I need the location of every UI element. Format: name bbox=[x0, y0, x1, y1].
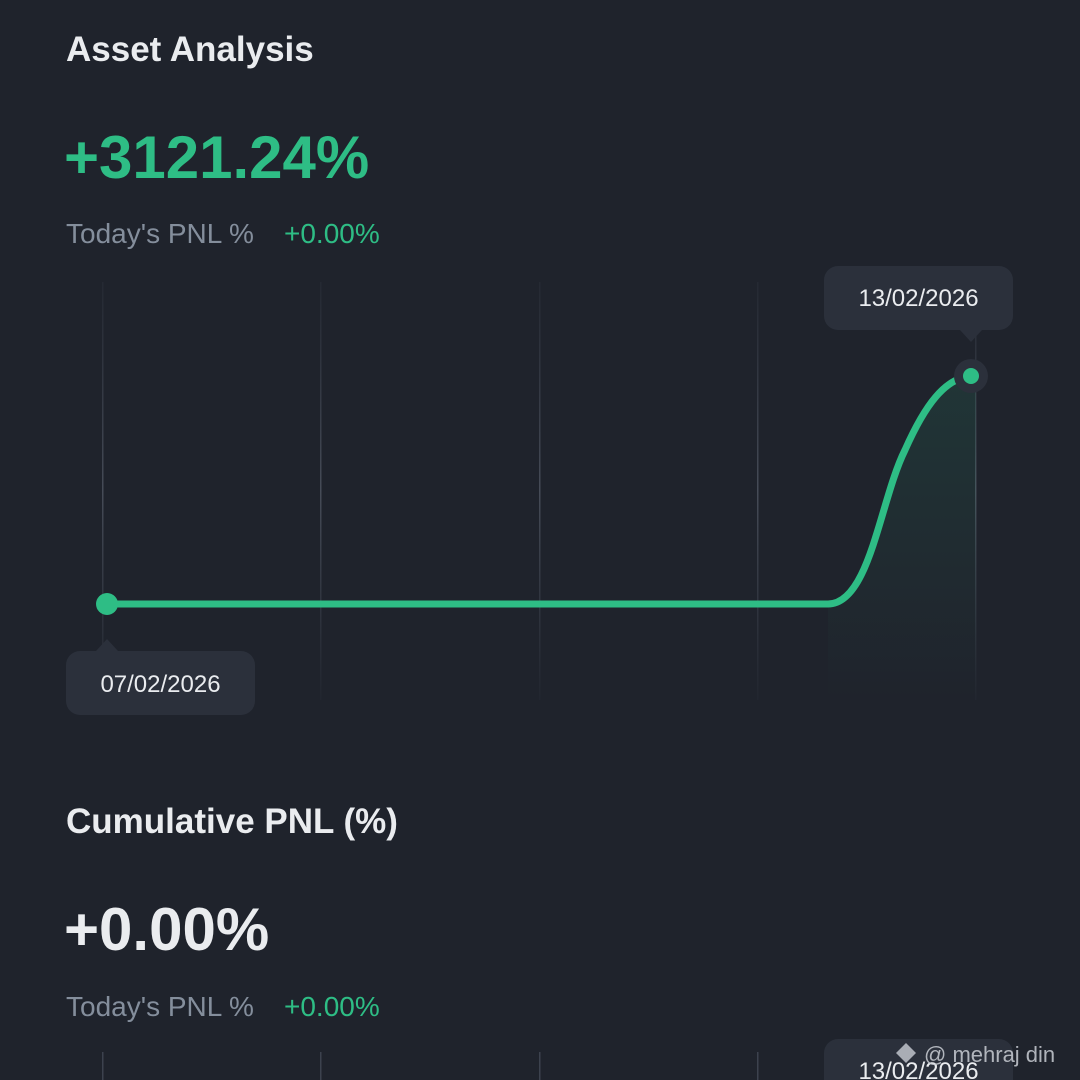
end-date: 13/02/2026 bbox=[858, 285, 978, 312]
watermark-text: @ mehraj din bbox=[924, 1042, 1055, 1067]
end-tooltip: 13/02/2026 bbox=[824, 1039, 1013, 1080]
end-point bbox=[963, 368, 979, 384]
section-title: Cumulative PNL (%) bbox=[66, 802, 398, 841]
chart-area bbox=[828, 376, 976, 700]
today-label: Today's PNL % bbox=[66, 991, 254, 1022]
chart-grid bbox=[102, 1052, 759, 1080]
start-tooltip: 07/02/2026 bbox=[66, 639, 255, 715]
start-point bbox=[96, 593, 118, 615]
start-date: 07/02/2026 bbox=[100, 671, 220, 698]
section-title: Asset Analysis bbox=[66, 30, 314, 69]
watermark: @ mehraj din bbox=[896, 1042, 1055, 1067]
pnl-value: +3121.24% bbox=[64, 124, 369, 191]
pnl-value: +0.00% bbox=[64, 896, 269, 963]
end-tooltip: 13/02/2026 bbox=[824, 266, 1013, 342]
chart-line bbox=[103, 372, 975, 608]
end-date: 13/02/2026 bbox=[858, 1058, 978, 1080]
today-value: +0.00% bbox=[284, 218, 380, 249]
today-value: +0.00% bbox=[284, 991, 380, 1022]
today-label: Today's PNL % bbox=[66, 218, 254, 249]
